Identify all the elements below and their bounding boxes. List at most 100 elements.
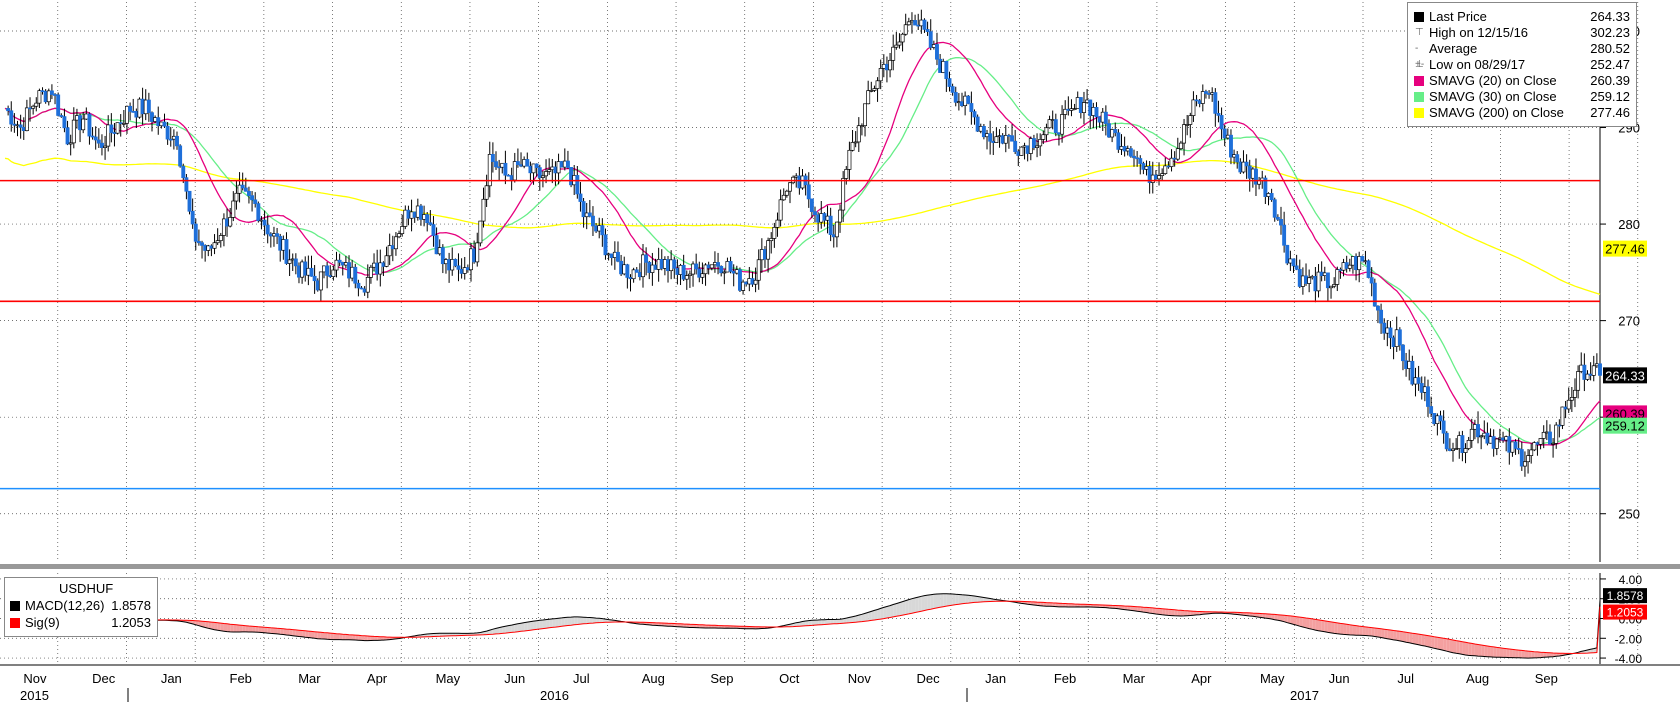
candle-body	[1472, 424, 1477, 430]
macd-fill-segment	[952, 594, 956, 606]
macd-fill-segment	[730, 625, 734, 629]
macd-fill-segment	[264, 627, 268, 634]
candle-body	[838, 209, 842, 223]
high-marker-icon: ⊤	[1415, 27, 1424, 38]
candle-body	[1291, 258, 1296, 267]
candle-body	[1451, 448, 1455, 451]
candle-body	[1266, 193, 1271, 197]
candle-body	[741, 281, 746, 291]
macd-fill-segment	[721, 625, 725, 629]
macd-fill-segment	[1146, 607, 1150, 614]
macd-fill-segment	[1065, 603, 1069, 607]
candle-body	[966, 95, 971, 104]
month-label: Jun	[504, 671, 525, 686]
macd-fill-segment	[1418, 634, 1422, 646]
candle-body	[1588, 373, 1593, 376]
candle-body	[666, 259, 670, 272]
macd-fill-segment	[427, 633, 431, 637]
macd-grid	[0, 573, 1639, 664]
macd-fill-segment	[918, 596, 922, 612]
candle-body	[540, 175, 545, 178]
candle-body	[634, 269, 639, 273]
macd-fill-segment	[521, 622, 525, 632]
candle-body	[672, 259, 677, 269]
month-label: Feb	[1054, 671, 1076, 686]
candle-body	[31, 105, 36, 109]
candle-body	[378, 262, 383, 275]
candle-body	[781, 194, 786, 201]
macd-fill-segment	[255, 626, 259, 633]
macd-tag-bg	[1603, 588, 1647, 604]
candle-body	[240, 184, 245, 189]
candle-body	[1372, 282, 1377, 307]
macd-fill-segment	[1503, 648, 1507, 658]
candle-body	[1157, 175, 1161, 180]
candle-body	[1385, 327, 1390, 334]
macd-fill-segment	[324, 632, 328, 640]
price-legend: Last Price 264.33 ⊤ High on 12/15/16 302…	[1407, 2, 1637, 127]
candle-body	[353, 266, 358, 284]
sma20-polyline	[4, 41, 1601, 446]
candle-body	[281, 239, 286, 251]
candle-body	[991, 140, 996, 143]
macd-fill-segment	[1265, 613, 1269, 619]
price-tag: 260.39	[1603, 405, 1647, 422]
candle-body	[481, 198, 486, 222]
candle-body	[709, 264, 714, 269]
candle-body	[531, 163, 536, 174]
macd-fill-segment	[1080, 604, 1084, 607]
candle-body	[1103, 111, 1108, 124]
candle-body	[856, 125, 861, 143]
macd-fill-segment	[902, 600, 906, 616]
candle-body	[900, 33, 905, 43]
macd-fill-segment	[1487, 645, 1491, 657]
macd-fill-segment	[658, 622, 662, 626]
candle-body	[600, 225, 605, 236]
candle-body	[712, 262, 717, 266]
macd-fill-segment	[965, 595, 969, 604]
macd-fill-segment	[574, 616, 578, 625]
candle-body	[1469, 428, 1474, 441]
candle-body	[128, 105, 133, 112]
candle-body	[297, 265, 301, 278]
candle-body	[1100, 111, 1105, 123]
macd-fill-segment	[727, 625, 731, 629]
candle-body	[878, 68, 883, 82]
candle-body	[953, 92, 958, 103]
candle-body	[619, 260, 624, 275]
candle-body	[528, 165, 533, 174]
candle-body	[687, 273, 692, 277]
macd-fill-segment	[930, 594, 934, 610]
macd-fill-segment	[258, 626, 262, 633]
macd-fill-segment	[1049, 602, 1053, 607]
candle-body	[456, 265, 461, 270]
macd-fill-segment	[1431, 636, 1435, 649]
macd-lines	[5, 593, 1601, 659]
candle-body	[947, 78, 952, 87]
month-label: Sep	[1535, 671, 1558, 686]
macd-fill-segment	[377, 636, 381, 641]
month-label: Oct	[779, 671, 800, 686]
macd-fill-segment	[517, 623, 522, 632]
macd-fill-segment	[496, 627, 500, 634]
candle-body	[1304, 275, 1308, 284]
candle-body	[425, 214, 430, 224]
candle-body	[1232, 154, 1237, 158]
macd-fill-segment	[921, 595, 925, 612]
macd-fill-segment	[962, 594, 966, 604]
candle-body	[1003, 134, 1008, 144]
macd-fill-segment	[302, 630, 306, 638]
macd-fill-segment	[880, 607, 884, 620]
macd-fill-segment	[220, 623, 224, 632]
candle-body	[881, 63, 886, 69]
candle-body	[328, 275, 333, 278]
macd-fill-segment	[283, 628, 287, 635]
candle-body	[597, 225, 602, 232]
macd-fill-segment	[1468, 642, 1472, 656]
macd-fill-segment	[1437, 637, 1441, 650]
candle-body	[1135, 157, 1140, 160]
candle-body	[340, 262, 345, 266]
month-label: Jul	[573, 671, 590, 686]
macd-fill-segment	[345, 634, 350, 640]
macd-fill-segment	[858, 614, 862, 622]
